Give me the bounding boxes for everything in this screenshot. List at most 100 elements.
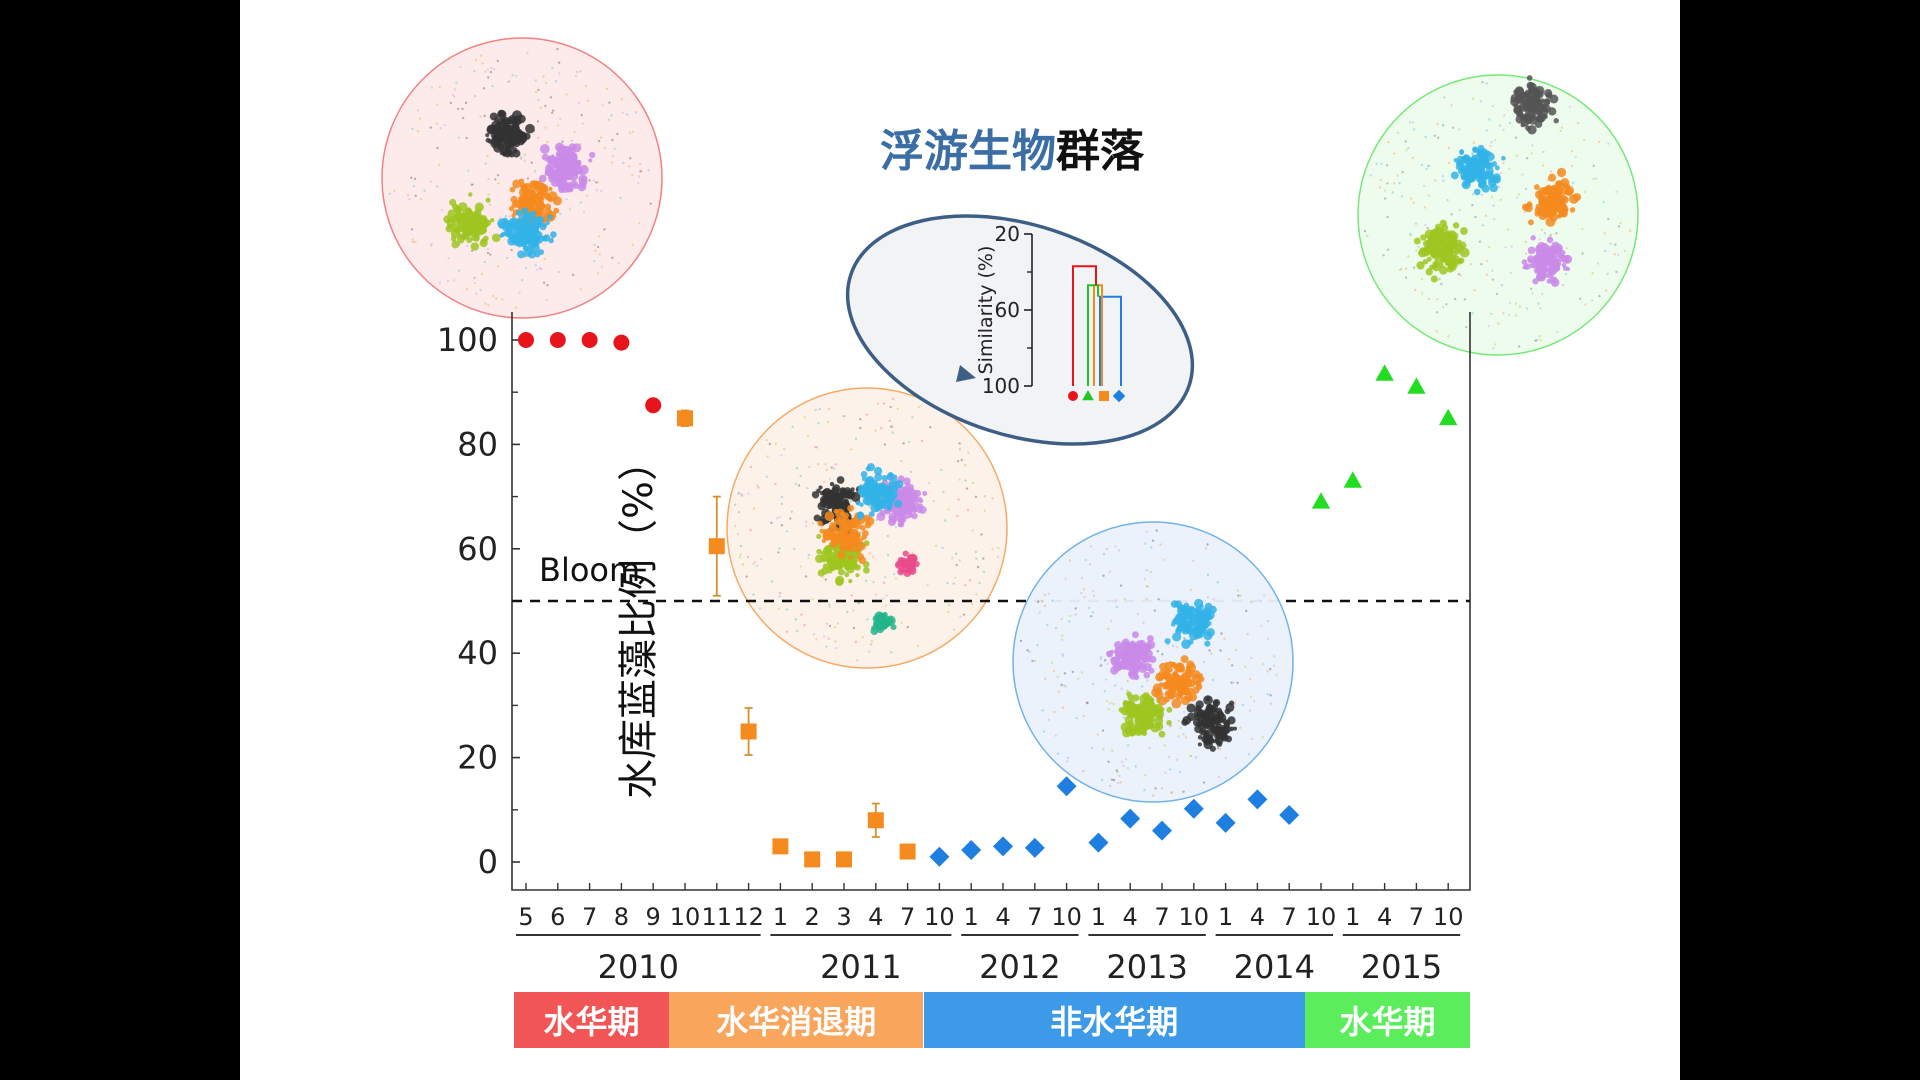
x-tick-label: 1 [1218, 903, 1233, 931]
x-tick-label: 10 [924, 903, 955, 931]
diamond-point [1120, 808, 1141, 829]
period-bar: 水华期 [1305, 992, 1470, 1048]
x-tick-label: 10 [1433, 903, 1464, 931]
diamond-point [1279, 805, 1300, 826]
x-tick-label: 7 [1282, 903, 1297, 931]
slide: 0 20 40 60 80 100 5 6 7 8 9 10 11 12 1 2 3 4 7 10 1 4 7 10 1 4 7 10… [240, 0, 1680, 1080]
x-tick-label: 4 [1123, 903, 1138, 931]
x-tick-label: 1 [964, 903, 979, 931]
year-label: 2012 [979, 948, 1060, 986]
threshold-layer: Bloom [512, 551, 1470, 603]
inset-ylabel: Similarity (%) [975, 246, 997, 375]
x-tick-label: 10 [1306, 903, 1337, 931]
inset-title: 浮游生物群落 [880, 126, 1145, 177]
x-tick-label: 9 [646, 903, 661, 931]
diamond-point [1024, 837, 1045, 858]
y-tick-label: 80 [457, 425, 498, 463]
x-tick-label: 5 [518, 903, 533, 931]
square-point [899, 843, 916, 860]
network-2010-boundary [381, 37, 663, 319]
x-tick-label: 7 [1027, 903, 1042, 931]
year-label: 2015 [1361, 948, 1442, 986]
x-tick-label: 4 [1250, 903, 1265, 931]
square-point [708, 538, 725, 555]
y-tick-label: 60 [457, 530, 498, 568]
network-2010 [381, 37, 663, 319]
x-tick-label: 11 [702, 903, 733, 931]
dendro-branch-blue [1099, 295, 1122, 386]
network-2015 [1357, 74, 1639, 356]
inset-leaf-diamond [1112, 389, 1126, 403]
x-tick-label: 7 [900, 903, 915, 931]
x-tick-label: 2 [805, 903, 820, 931]
y-tick-label: 0 [478, 843, 498, 881]
circle-point [549, 332, 566, 348]
inset-tick-label: 100 [982, 374, 1020, 398]
square-point [804, 851, 821, 868]
x-tick-label: 7 [582, 903, 597, 931]
circle-point [613, 334, 630, 351]
triangle-point [1407, 377, 1426, 394]
x-tick-label: 4 [1377, 903, 1392, 931]
x-tick-label: 10 [1179, 903, 1210, 931]
networks-back [381, 37, 1639, 669]
inset-leaf-triangle [1082, 390, 1094, 401]
triangle-point [1343, 471, 1362, 488]
y-tick-label: 20 [457, 739, 498, 777]
network-2012-2014 [1012, 521, 1294, 803]
y-axis-label: 水库蓝藻比例（%） [616, 441, 662, 799]
x-tick-label: 7 [1154, 903, 1169, 931]
dendro-branch-green [1087, 284, 1099, 386]
x-tick-label: 1 [773, 903, 788, 931]
triangle-point [1439, 408, 1458, 426]
triangle-point [1375, 364, 1394, 381]
period-bar: 非水华期 [923, 992, 1306, 1048]
circle-point [518, 332, 534, 348]
square-point [740, 723, 757, 740]
diamond-point [929, 846, 950, 867]
inset-ellipse [845, 214, 1195, 446]
x-tick-label: 6 [550, 903, 565, 931]
x-tick-label: 10 [670, 903, 701, 931]
inset-tick-label: 20 [995, 222, 1020, 246]
diamond-point [1056, 776, 1077, 797]
x-tick-label: 8 [614, 903, 629, 931]
bloom-label: Bloom [539, 551, 640, 589]
networks-front [1012, 521, 1294, 803]
period-bar: 水华消退期 [669, 992, 924, 1048]
diamond-point [1247, 789, 1268, 810]
year-label: 2010 [598, 948, 679, 986]
square-point [867, 812, 884, 829]
x-tick-label: 10 [1051, 903, 1082, 931]
x-tick-label: 1 [1091, 903, 1106, 931]
network-2011 [726, 387, 1008, 669]
inset-leaf-circle [1068, 391, 1078, 401]
square-point [677, 410, 693, 427]
y-tick-label: 100 [437, 321, 498, 359]
diamond-point [1183, 798, 1204, 819]
x-tick-label: 4 [995, 903, 1010, 931]
inset-tick-label: 60 [995, 298, 1020, 322]
circle-point [645, 397, 662, 414]
x-tick-label: 12 [733, 903, 764, 931]
square-point [772, 838, 789, 855]
diamond-point [1215, 812, 1236, 833]
square-point [836, 851, 852, 868]
x-tick-label: 7 [1409, 903, 1424, 931]
x-tick-label: 3 [836, 903, 851, 931]
network-2015-boundary [1357, 74, 1639, 356]
inset-leaf-square [1099, 391, 1109, 401]
diamond-point [993, 836, 1013, 857]
diamond-point [1152, 820, 1172, 841]
x-tick-label: 4 [868, 903, 883, 931]
diamond-point [1088, 832, 1109, 853]
dendro-branch-red [1072, 265, 1097, 386]
data-points [518, 332, 1458, 868]
inset-arrow-head [956, 365, 976, 382]
year-label: 2014 [1234, 948, 1315, 986]
diamond-point [961, 839, 982, 860]
triangle-point [1311, 492, 1331, 509]
year-label: 2013 [1106, 948, 1187, 986]
